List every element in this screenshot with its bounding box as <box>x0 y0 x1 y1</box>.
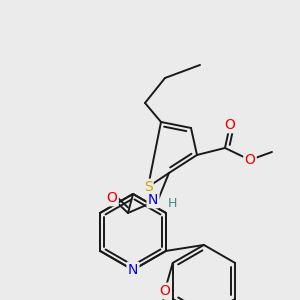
Text: O: O <box>224 118 236 132</box>
Text: O: O <box>159 284 170 298</box>
Text: O: O <box>244 153 255 167</box>
Text: O: O <box>106 191 117 205</box>
Text: H: H <box>167 197 177 211</box>
Text: S: S <box>144 180 152 194</box>
Text: N: N <box>128 263 138 277</box>
Text: N: N <box>148 193 158 207</box>
